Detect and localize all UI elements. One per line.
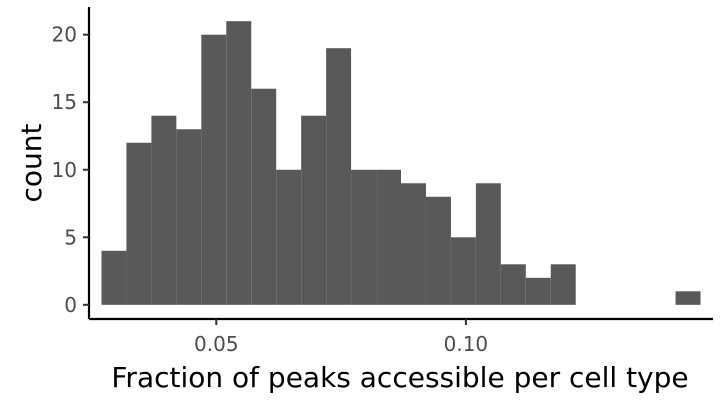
histogram-bar-14 <box>450 237 476 305</box>
histogram-bar-15 <box>475 183 501 305</box>
histogram-bar-4 <box>201 34 227 305</box>
histogram-bar-13 <box>425 196 451 305</box>
y-tick-label: 20 <box>52 23 77 47</box>
x-tick-label: 0.05 <box>194 332 239 356</box>
histogram-bar-18 <box>550 264 576 305</box>
x-axis: 0.05 0.10 <box>89 317 713 356</box>
histogram-bar-2 <box>151 115 177 305</box>
y-axis: 0 5 10 15 20 <box>52 7 91 319</box>
histogram-bar-9 <box>326 48 352 305</box>
histogram-bar-8 <box>301 115 327 305</box>
histogram-bar-5 <box>226 21 252 305</box>
histogram-bar-3 <box>176 129 202 305</box>
histogram-bars <box>101 21 701 305</box>
y-tick-label: 10 <box>52 158 77 182</box>
histogram-bar-1 <box>126 142 152 305</box>
histogram-bar-11 <box>376 169 401 305</box>
y-tick-label: 15 <box>52 90 77 114</box>
y-tick-label: 5 <box>64 225 77 249</box>
histogram-bar-6 <box>251 88 277 305</box>
x-tick-label: 0.10 <box>444 332 489 356</box>
histogram-bar-19 <box>675 291 701 305</box>
histogram-bar-12 <box>401 183 426 305</box>
histogram-bar-7 <box>276 169 302 305</box>
histogram-bar-17 <box>525 277 551 305</box>
x-axis-title: Fraction of peaks accessible per cell ty… <box>111 361 688 394</box>
histogram-bar-0 <box>101 250 127 305</box>
histogram-bar-16 <box>500 264 526 305</box>
histogram-bar-10 <box>351 169 377 305</box>
y-tick-label: 0 <box>64 293 77 317</box>
y-axis-title: count <box>15 123 48 202</box>
